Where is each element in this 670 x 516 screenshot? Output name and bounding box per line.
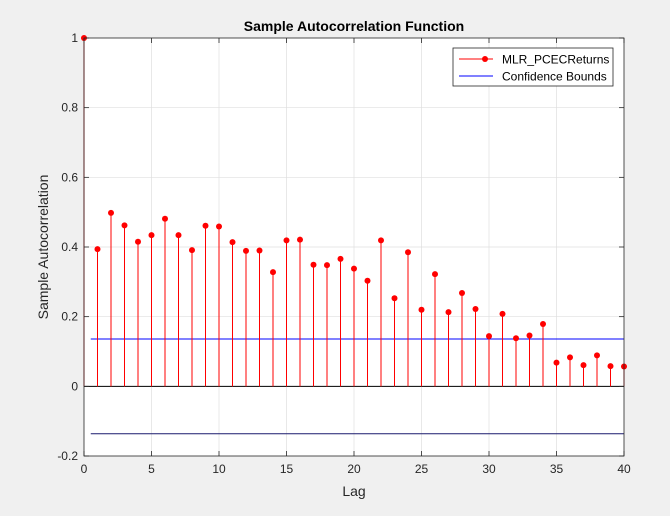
acf-point xyxy=(243,247,249,254)
acf-point xyxy=(391,295,398,302)
y-tick-label: -0.2 xyxy=(57,449,78,463)
acf-point xyxy=(594,352,600,359)
y-tick-label: 0.2 xyxy=(61,310,78,324)
chart-title: Sample Autocorrelation Function xyxy=(244,18,464,34)
acf-point xyxy=(229,239,236,246)
acf-point xyxy=(567,354,573,361)
axis-ticks: 0 5 10 15 20 25 30 35 40-0.200.20.40.60.81 xyxy=(57,31,631,476)
acf-point xyxy=(337,255,344,262)
acf-point xyxy=(94,246,101,253)
acf-point xyxy=(148,232,155,239)
legend-label-acf: MLR_PCECReturns xyxy=(502,53,609,67)
acf-point xyxy=(526,332,533,339)
acf-point xyxy=(351,265,357,272)
y-tick-label: 1 xyxy=(71,31,78,45)
acf-point xyxy=(459,289,465,296)
confidence-bounds xyxy=(90,338,624,435)
acf-point xyxy=(189,247,195,254)
acf-point xyxy=(513,335,519,342)
x-axis-label: Lag xyxy=(342,483,365,499)
acf-point xyxy=(283,237,290,244)
acf-point xyxy=(445,309,452,316)
acf-point xyxy=(162,215,168,222)
x-tick-label: 15 xyxy=(280,462,294,476)
x-tick-label: 40 xyxy=(617,462,631,476)
acf-point xyxy=(405,249,411,256)
x-tick-label: 30 xyxy=(482,462,496,476)
acf-point xyxy=(486,333,492,340)
acf-point xyxy=(378,237,384,244)
acf-point xyxy=(270,269,276,276)
x-tick-label: 5 xyxy=(148,462,155,476)
legend: MLR_PCECReturns Confidence Bounds xyxy=(452,47,614,87)
y-tick-label: 0.6 xyxy=(61,170,78,184)
y-tick-label: 0 xyxy=(71,379,78,393)
acf-point xyxy=(310,261,317,268)
acf-point xyxy=(364,277,371,284)
acf-point xyxy=(175,232,182,239)
acf-point xyxy=(297,236,303,243)
legend-label-bounds: Confidence Bounds xyxy=(502,70,607,84)
x-tick-label: 25 xyxy=(415,462,429,476)
y-tick-label: 0.8 xyxy=(61,101,78,115)
acf-point xyxy=(432,271,438,278)
acf-point xyxy=(418,306,425,313)
legend-box xyxy=(452,47,614,87)
acf-point xyxy=(553,359,560,366)
acf-point xyxy=(108,209,114,216)
acf-point xyxy=(135,238,141,245)
acf-point xyxy=(256,247,263,254)
y-tick-label: 0.4 xyxy=(61,240,78,254)
acf-point xyxy=(216,223,222,230)
acf-point xyxy=(607,363,614,370)
x-tick-label: 20 xyxy=(347,462,361,476)
acf-point xyxy=(580,362,587,369)
acf-point xyxy=(202,222,209,229)
acf-stems xyxy=(81,35,627,387)
legend-series-marker xyxy=(482,56,488,62)
x-tick-label: 10 xyxy=(212,462,226,476)
x-tick-label: 35 xyxy=(550,462,564,476)
acf-point xyxy=(324,262,330,269)
acf-point xyxy=(472,306,479,313)
x-tick-label: 0 xyxy=(81,462,88,476)
y-axis-label: Sample Autocorrelation xyxy=(35,175,51,320)
acf-point xyxy=(121,222,128,229)
acf-point xyxy=(540,320,546,327)
acf-point xyxy=(499,310,506,317)
